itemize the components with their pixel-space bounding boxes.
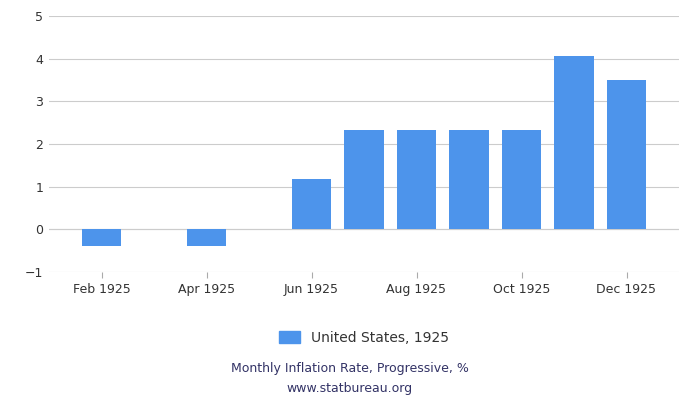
Text: www.statbureau.org: www.statbureau.org: [287, 382, 413, 395]
Bar: [449, 130, 489, 229]
Bar: [187, 229, 226, 246]
Bar: [554, 56, 594, 229]
Legend: United States, 1925: United States, 1925: [274, 325, 454, 350]
Bar: [82, 229, 121, 246]
Bar: [344, 130, 384, 229]
Bar: [502, 130, 541, 229]
Bar: [292, 180, 331, 229]
Text: Monthly Inflation Rate, Progressive, %: Monthly Inflation Rate, Progressive, %: [231, 362, 469, 375]
Bar: [607, 80, 646, 229]
Bar: [397, 130, 436, 229]
